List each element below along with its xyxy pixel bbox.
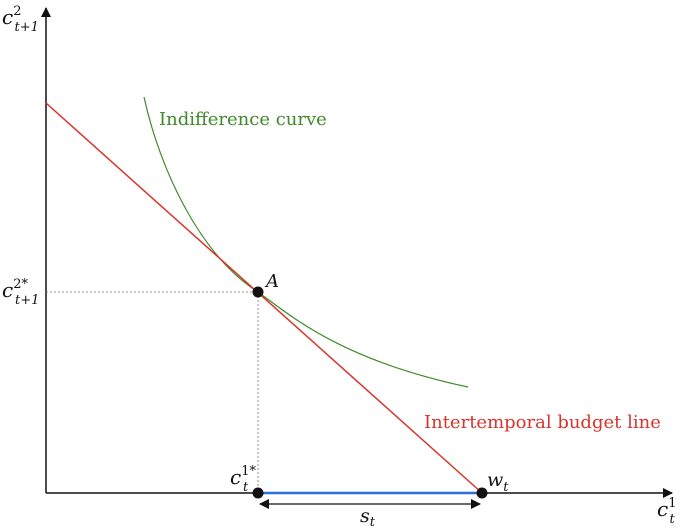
point-w-dot	[476, 487, 488, 499]
y-axis-label: c2 t+1	[2, 4, 39, 35]
indifference-curve	[143, 96, 469, 388]
point-a-dot	[252, 286, 264, 298]
y-star-label: c2* t+1	[2, 277, 39, 308]
x-axis-label: c1 t	[657, 496, 676, 526]
point-c1star-dot	[252, 487, 264, 499]
savings-label: st	[360, 505, 376, 526]
point-a-label: A	[264, 271, 279, 292]
indifference-curve-label: Indifference curve	[159, 109, 327, 130]
x-star-label: c1* t	[230, 464, 256, 495]
budget-line-label: Intertemporal budget line	[424, 412, 661, 433]
point-w-label: wt	[487, 469, 509, 495]
budget-line	[45, 102, 483, 494]
